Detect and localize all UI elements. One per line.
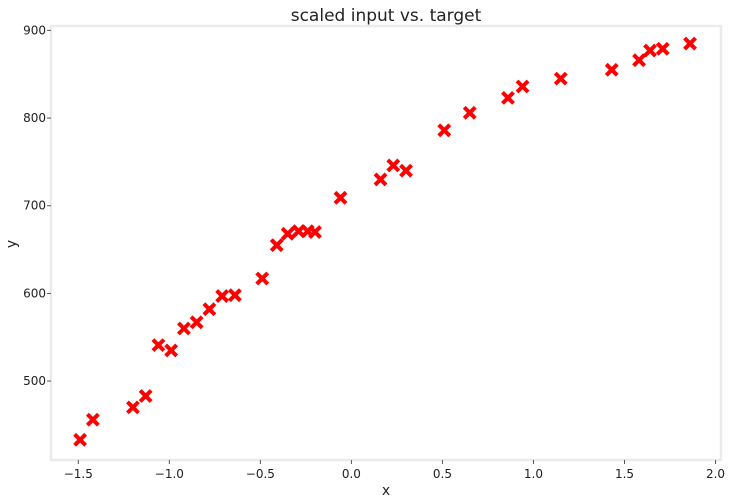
data-point-x-marker: [632, 53, 646, 68]
y-tick-label: 800: [23, 111, 46, 125]
data-point-x-marker: [85, 412, 100, 427]
y-tick-label: 500: [23, 374, 46, 388]
data-point-x-marker: [269, 238, 284, 253]
data-point-x-marker: [515, 79, 530, 94]
data-point-x-marker: [683, 36, 697, 51]
x-tick-label: −1.0: [155, 467, 184, 481]
data-point-x-marker: [280, 226, 295, 241]
y-axis-label: y: [4, 240, 20, 248]
data-point-x-marker: [386, 158, 401, 173]
y-tick-label: 700: [23, 199, 46, 213]
data-point-x-marker: [164, 343, 179, 358]
data-point-x-marker: [655, 41, 670, 56]
x-tick-label: 0.5: [433, 467, 452, 481]
data-point-x-marker: [604, 62, 619, 77]
data-point-x-marker: [643, 43, 657, 58]
x-tick-label: 1.0: [524, 467, 543, 481]
x-axis-label: x: [382, 483, 390, 499]
y-axis: 500 600 700 800 900: [23, 23, 51, 388]
y-tick-label: 600: [23, 286, 46, 300]
chart-title: scaled input vs. target: [291, 6, 482, 26]
data-point-x-marker: [462, 105, 477, 120]
x-tick-label: 2.0: [706, 467, 725, 481]
data-point-x-marker: [126, 400, 140, 415]
y-tick-label: 900: [23, 23, 46, 37]
data-point-x-marker: [308, 225, 322, 239]
data-point-x-marker: [176, 321, 191, 336]
data-point-x-marker: [437, 123, 452, 138]
x-tick-label: 1.5: [615, 467, 634, 481]
data-point-x-marker: [333, 190, 348, 205]
data-point-x-marker: [255, 271, 270, 286]
x-tick-label: −1.5: [64, 467, 93, 481]
data-point-x-marker: [373, 172, 388, 187]
data-point-x-marker: [501, 90, 515, 105]
data-point-x-marker: [189, 315, 204, 330]
data-point-x-marker: [227, 288, 242, 303]
data-point-x-marker: [73, 432, 88, 447]
data-points: [73, 36, 697, 447]
x-axis: −1.5 −1.0 −0.5 0.0 0.5 1.0 1.5 2.0: [64, 460, 725, 481]
data-point-x-marker: [553, 71, 568, 86]
data-point-x-marker: [399, 163, 413, 178]
data-point-x-marker: [202, 302, 217, 317]
x-tick-label: 0.0: [342, 467, 361, 481]
data-point-x-marker: [138, 389, 153, 403]
plot-area-frame: [49, 24, 723, 462]
data-point-x-marker: [151, 338, 166, 353]
data-point-x-marker: [215, 289, 230, 303]
x-tick-label: −0.5: [246, 467, 275, 481]
